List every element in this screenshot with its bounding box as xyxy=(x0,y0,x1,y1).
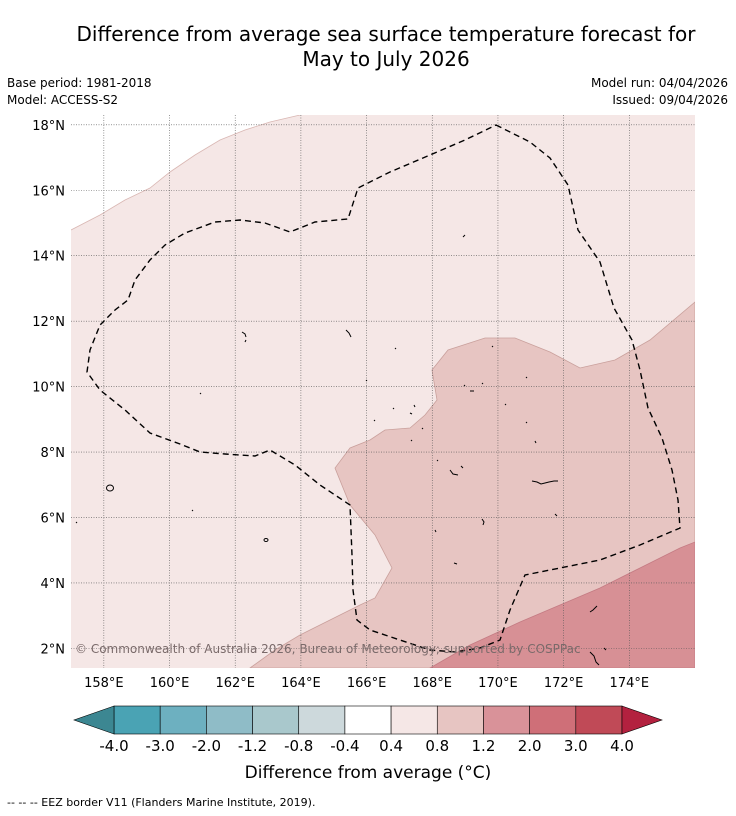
latitude-tick-label: 14°N xyxy=(32,250,65,265)
latitude-tick-label: 8°N xyxy=(41,446,66,461)
colorbar-over-arrow xyxy=(621,705,663,735)
base-period-text: Base period: 1981-2018 xyxy=(7,76,152,90)
info-right: Model run: 04/04/2026 Issued: 09/04/2026 xyxy=(591,75,728,109)
colorbar-tick-label: -2.0 xyxy=(192,737,221,755)
island xyxy=(434,529,437,533)
colorbar-tick-label: -0.4 xyxy=(330,737,359,755)
island xyxy=(75,345,537,524)
latitude-tick-label: 16°N xyxy=(32,184,65,199)
colorbar-swatch xyxy=(390,705,438,735)
info-left: Base period: 1981-2018 Model: ACCESS-S2 xyxy=(7,75,152,109)
title-line-2: May to July 2026 xyxy=(302,47,470,71)
contour-line-0-4 xyxy=(71,115,301,231)
colorbar-tick-label: -3.0 xyxy=(146,737,175,755)
issued-text: Issued: 09/04/2026 xyxy=(612,93,728,107)
longitude-tick-label: 172°E xyxy=(544,676,584,691)
colorbar-tick-label: 4.0 xyxy=(610,737,634,755)
island xyxy=(453,562,458,565)
island xyxy=(531,480,558,485)
longitude-tick-label: 168°E xyxy=(412,676,452,691)
longitude-tick-label: 166°E xyxy=(347,676,387,691)
map-panel: © Commonwealth of Australia 2026, Bureau… xyxy=(71,115,695,668)
island xyxy=(241,331,247,343)
longitude-tick-label: 170°E xyxy=(478,676,518,691)
colorbar-swatch xyxy=(483,705,530,735)
island xyxy=(554,513,558,517)
longitude-tick-label: 162°E xyxy=(215,676,255,691)
model-run-text: Model run: 04/04/2026 xyxy=(590,76,728,90)
colorbar-tick-labels: -4.0 -3.0 -2.0 -1.2 -0.8 -0.4 0.4 0.8 1.2 2.0 3.0 4… xyxy=(99,737,634,755)
anomaly-region-1-2-2-0 xyxy=(429,541,695,668)
island xyxy=(589,605,598,613)
colorbar-label: Difference from average (°C) xyxy=(244,763,492,783)
colorbar-swatch xyxy=(159,705,207,735)
island xyxy=(462,234,466,238)
colorbar-under-arrow xyxy=(73,705,115,735)
island xyxy=(589,647,607,666)
longitude-tick-label: 164°E xyxy=(281,676,321,691)
latitude-tick-label: 6°N xyxy=(41,511,66,526)
longitude-tick-label: 160°E xyxy=(150,676,190,691)
colorbar-tick-label: -4.0 xyxy=(99,737,128,755)
longitude-tick-label: 158°E xyxy=(84,676,124,691)
neutral-region xyxy=(71,115,300,230)
latitude-tick-label: 10°N xyxy=(32,381,65,396)
colorbar-tick-label: 2.0 xyxy=(518,737,542,755)
island xyxy=(263,538,269,542)
title-line-1: Difference from average sea surface temp… xyxy=(76,22,696,46)
islands xyxy=(75,234,607,666)
colorbar-swatch xyxy=(575,705,623,735)
island xyxy=(449,465,464,476)
colorbar-swatch xyxy=(206,705,253,735)
colorbar-tick-label: 0.4 xyxy=(379,737,403,755)
colorbar-swatch xyxy=(529,705,577,735)
colorbar-tick-label: -1.2 xyxy=(238,737,267,755)
longitude-tick-label: 174°E xyxy=(610,676,650,691)
model-text: Model: ACCESS-S2 xyxy=(7,93,119,107)
longitude-tick-labels: 158°E 160°E 162°E 164°E 166°E 168°E 170°E 172°E… xyxy=(84,676,649,691)
colorbar-swatch xyxy=(436,705,484,735)
island xyxy=(481,518,485,526)
colorbar-swatch xyxy=(113,705,161,735)
island xyxy=(345,329,352,338)
latitude-tick-label: 2°N xyxy=(41,642,66,657)
colorbar-swatch xyxy=(344,705,392,735)
graticule xyxy=(71,115,695,668)
colorbar-tick-label: -0.8 xyxy=(284,737,313,755)
eez-legend-footnote: -- -- -- EEZ border V11 (Flanders Marine… xyxy=(7,796,316,809)
colorbar-tick-label: 0.8 xyxy=(425,737,449,755)
latitude-tick-label: 12°N xyxy=(32,315,65,330)
latitude-tick-label: 18°N xyxy=(32,119,65,134)
eez-border xyxy=(86,124,681,653)
island xyxy=(106,484,114,492)
latitude-tick-label: 4°N xyxy=(41,577,66,592)
colorbar-swatch xyxy=(252,705,300,735)
colorbar-swatch xyxy=(298,705,346,735)
copyright-text: © Commonwealth of Australia 2026, Bureau… xyxy=(75,642,581,656)
anomaly-region-0-8-1-2 xyxy=(249,301,695,668)
latitude-tick-labels: 18°N 16°N 14°N 12°N 10°N 8°N 6°N 4°N 2°N xyxy=(32,119,65,658)
colorbar xyxy=(73,705,663,735)
chart-title: Difference from average sea surface temp… xyxy=(40,22,732,72)
colorbar-tick-label: 1.2 xyxy=(472,737,496,755)
colorbar-tick-label: 3.0 xyxy=(564,737,588,755)
